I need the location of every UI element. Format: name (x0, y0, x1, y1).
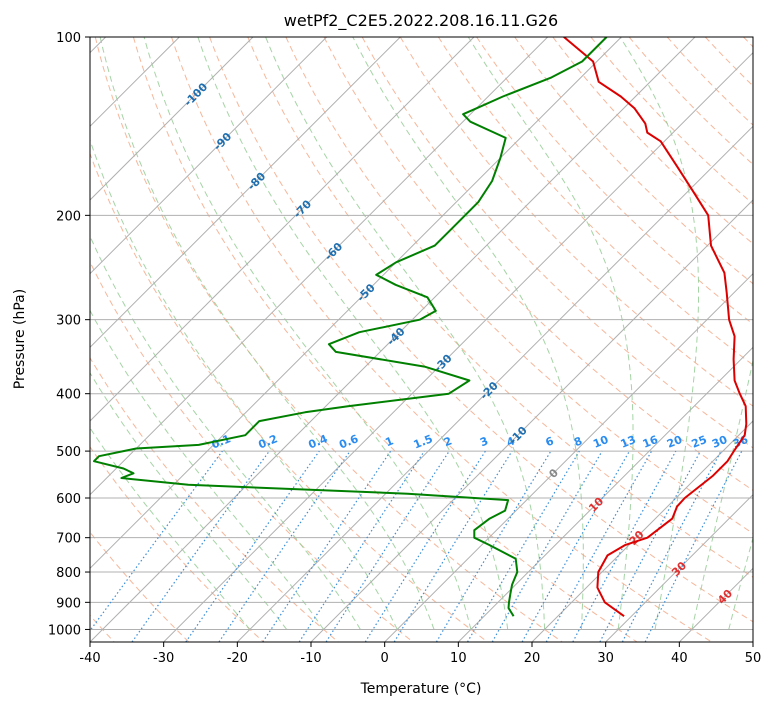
mixing-ratio-line (218, 450, 351, 642)
x-tick-label: 20 (524, 651, 541, 666)
moist-adiabat (143, 37, 472, 630)
isotherm-line (605, 493, 753, 642)
chart-title: wetPf2_C2E5.2022.208.16.11.G26 (284, 11, 558, 31)
isotherm-line (90, 37, 254, 201)
x-tick-label: 50 (745, 651, 762, 666)
dry-adiabat (323, 37, 753, 491)
moist-adiabat (90, 235, 361, 630)
y-tick-label: 200 (56, 209, 81, 224)
dry-adiabat (437, 37, 753, 366)
mixing-ratio-label: 8 (572, 434, 584, 449)
dry-adiabat (285, 37, 753, 535)
isotherm-line (310, 199, 753, 642)
dry-adiabat (90, 260, 414, 642)
dry-adiabat (171, 37, 712, 642)
mixing-ratio-label: 3 (478, 434, 490, 449)
x-tick-label: -10 (300, 651, 321, 666)
isotherm-line (90, 37, 401, 349)
dry-adiabat (90, 446, 264, 642)
moist-adiabat (90, 371, 288, 630)
y-tick-label: 300 (56, 314, 81, 329)
mixing-ratio-line (185, 450, 320, 642)
y-tick-label: 100 (56, 31, 81, 46)
mixing-ratio-line (644, 450, 743, 642)
y-tick-label: 600 (56, 492, 81, 507)
isotherm-line (90, 37, 328, 275)
isotherm-line (90, 37, 549, 496)
profile-lines (93, 37, 748, 618)
moist-adiabat (352, 37, 584, 630)
axes: -40 -30 -20 -10 0 10 20 30 40 50 100 200 300 400 500 60… (48, 31, 761, 666)
x-tick-label: 10 (450, 651, 467, 666)
moist-adiabat (467, 37, 634, 630)
mixing-ratio-label: 30 (710, 433, 729, 451)
moist-adiabat (265, 37, 546, 630)
mixing-ratio-line (545, 450, 653, 642)
moist-adiabat (99, 37, 435, 630)
x-tick-label: -30 (153, 651, 174, 666)
y-tick-label: 800 (56, 566, 81, 581)
x-tick-label: 30 (597, 651, 614, 666)
background-lines (90, 37, 753, 642)
dry-adiabat (90, 152, 488, 642)
isotherm-line (457, 346, 753, 642)
y-tick-label: 500 (56, 445, 81, 460)
y-axis-title: Pressure (hPa) (12, 289, 28, 389)
moist-adiabat (619, 37, 699, 630)
moist-adiabat (90, 427, 251, 630)
x-tick-label: 0 (381, 651, 389, 666)
mixing-ratio-line (262, 450, 392, 642)
mixing-ratio-line (393, 450, 513, 642)
dry-adiabat (552, 37, 753, 245)
x-tick-label: -20 (227, 651, 248, 666)
y-tick-label: 400 (56, 388, 81, 403)
moist-adiabat (728, 536, 753, 630)
isotherm-line (236, 125, 753, 642)
dry-adiabat (132, 37, 638, 642)
isotherm-line (384, 272, 753, 642)
x-tick-label: 40 (671, 651, 688, 666)
moist-adiabat (90, 309, 324, 630)
mixing-ratio-label: 20 (665, 433, 684, 451)
mixing-ratio-label: 13 (619, 433, 638, 451)
mixing-ratio-label: 2 (442, 434, 454, 449)
dry-adiabat (247, 37, 753, 578)
moist-adiabat (90, 138, 398, 630)
dry-adiabat (590, 37, 753, 205)
mixing-ratio-line (521, 450, 631, 642)
isotherm-line (90, 37, 475, 422)
dewpoint-line (93, 37, 608, 617)
mixing-ratio-line (572, 450, 677, 642)
isotherm-line (90, 37, 696, 642)
x-tick-label: -40 (79, 651, 100, 666)
y-tick-label: 900 (56, 596, 81, 611)
y-tick-label: 700 (56, 532, 81, 547)
mixing-ratio-label: 25 (690, 433, 709, 451)
temperature-line (563, 37, 748, 618)
mixing-ratio-label: 1 (383, 434, 395, 449)
x-axis-title: Temperature (°C) (360, 681, 482, 697)
isotherm-line (163, 51, 753, 642)
plot-frame (89, 36, 754, 643)
mixing-ratio-line (325, 450, 450, 642)
dry-adiabat (90, 356, 339, 642)
y-tick-label: 1000 (48, 623, 81, 638)
mixing-ratio-label: 16 (641, 433, 660, 451)
isotherm-line (90, 37, 622, 570)
isotherm-line (531, 420, 753, 642)
dry-adiabat (399, 37, 753, 407)
dry-adiabat (94, 37, 563, 642)
moist-adiabat (691, 358, 753, 630)
mixing-ratio-label: 10 (591, 433, 610, 451)
mixing-ratio-line (90, 450, 223, 632)
moist-adiabat (197, 37, 509, 630)
mixing-ratio-line (131, 450, 270, 642)
mixing-ratio-line (298, 450, 425, 642)
dry-adiabat (209, 37, 753, 623)
